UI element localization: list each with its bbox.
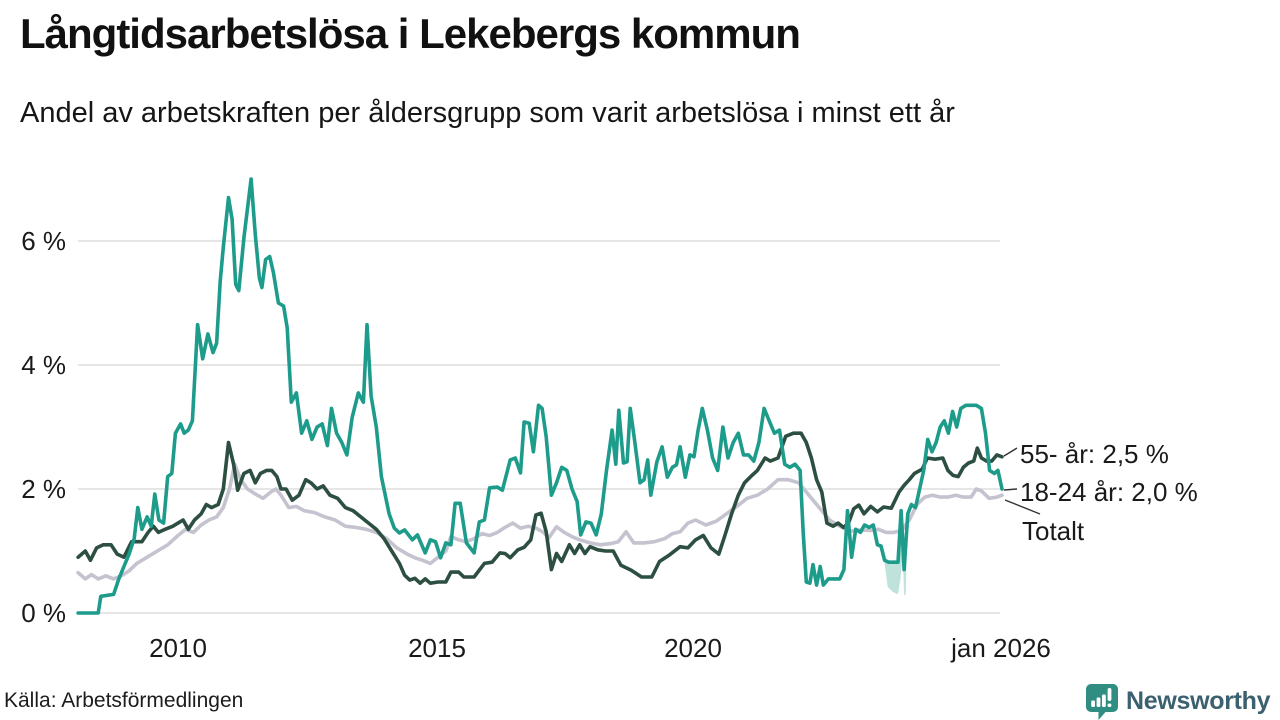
page-subtitle: Andel av arbetskraften per åldersgrupp s…: [20, 97, 955, 129]
annotation-connectors: [1003, 447, 1041, 515]
connector-55-line: [1003, 447, 1018, 457]
series-end-label-55: 55- år: 2,5 %: [1020, 439, 1169, 469]
y-tick-label-0: 0 %: [21, 598, 66, 628]
series-end-label-18-24: 18-24 år: 2,0 %: [1020, 477, 1198, 507]
newsworthy-logo: Newsworthy: [1084, 682, 1271, 720]
y-tick-label-2: 2 %: [21, 474, 66, 504]
connector-18-24-line: [1003, 488, 1018, 491]
series-lines: [76, 177, 1004, 615]
x-tick-label-jan-2026: jan 2026: [951, 633, 1051, 663]
newsworthy-bubble-chart-icon: [1086, 684, 1118, 720]
series-line-55-r: [76, 431, 1004, 586]
page-title: Långtidsarbetslösa i Lekebergs kommun: [20, 10, 801, 57]
series-line-totalt: [76, 462, 1004, 581]
y-tick-label-4: 4 %: [21, 350, 66, 380]
x-tick-label-2020: 2020: [664, 633, 722, 663]
source-text: Källa: Arbetsförmedlingen: [4, 689, 244, 712]
brand-name: Newsworthy: [1126, 686, 1271, 715]
series-line-18-24-r: [76, 177, 1004, 615]
gridlines: [78, 240, 1000, 614]
x-tick-label-2015: 2015: [408, 633, 466, 663]
connector-totalt-line: [1004, 499, 1041, 515]
y-tick-label-6: 6 %: [21, 226, 66, 256]
series-end-label-totalt: Totalt: [1022, 516, 1085, 546]
x-tick-label-2010: 2010: [149, 633, 207, 663]
